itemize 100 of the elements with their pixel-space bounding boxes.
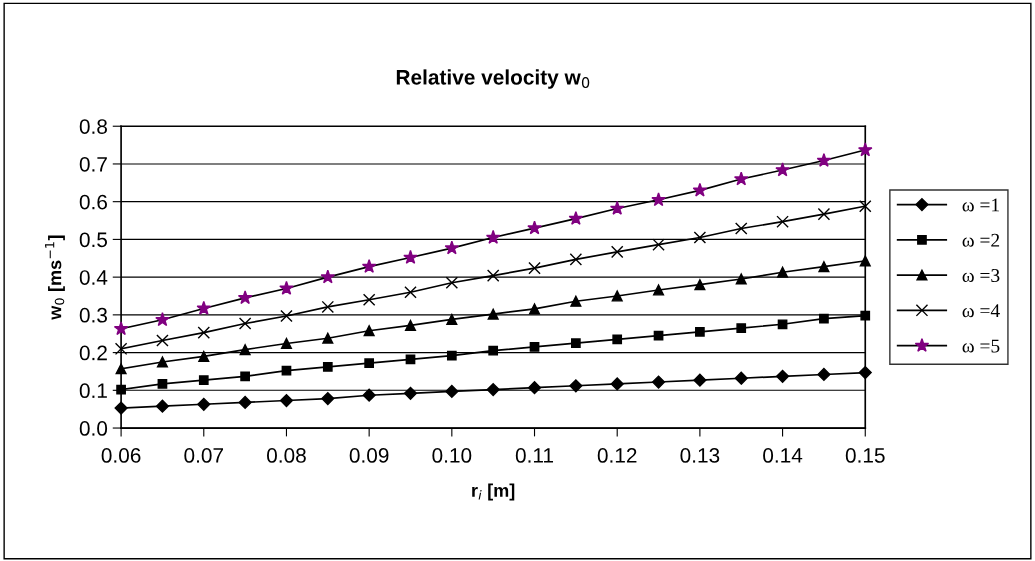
point [527,381,542,395]
x-tick-label: 0.13 [680,448,720,463]
point [322,362,333,372]
point [196,300,212,315]
point [279,393,294,408]
point [445,384,459,399]
point [527,220,542,235]
point [404,285,417,299]
y-tick-label: 0.0 [79,421,108,436]
point [157,379,168,389]
point [486,382,500,397]
point [364,358,375,369]
point [609,200,625,215]
x-tick-label: 0.07 [184,448,224,463]
x-tick-label: 0.06 [101,448,141,463]
point [240,371,250,382]
point [113,321,129,336]
point [652,238,665,251]
y-tick-label: 0.4 [79,270,108,285]
point [361,258,377,273]
point [569,379,583,393]
x-tick-label: 0.15 [845,448,885,463]
point [569,253,583,266]
point [238,317,252,330]
point [775,369,790,383]
point [363,325,375,337]
point [734,371,748,385]
point [322,332,334,344]
point [652,284,665,296]
x-tick-label: 0.10 [432,448,472,463]
point [651,375,666,389]
point [444,240,460,255]
point [860,310,871,321]
point [568,211,584,225]
point [279,280,294,295]
point [736,323,747,333]
point [528,261,541,275]
point [857,142,873,157]
point [777,319,788,330]
point [362,388,376,402]
point [694,279,706,291]
y-tick-label: 0.6 [79,194,107,210]
point [571,338,581,349]
point [321,300,335,314]
point [777,266,789,278]
point [156,356,168,368]
legend-label: ω =5 [962,339,1000,353]
point [693,373,707,387]
point [816,152,832,167]
point [487,308,499,320]
legend-label: ω =4 [962,304,1000,318]
point [859,255,871,267]
point [280,309,293,323]
point [237,290,253,305]
point [858,365,872,380]
point [610,377,624,391]
point [734,222,748,235]
point [281,365,292,376]
point [362,293,376,307]
legend-label: ω =2 [962,233,1000,247]
legend-label: ω =1 [962,198,999,212]
point [488,345,499,356]
legend-label: ω =3 [962,268,1000,283]
point [735,273,747,285]
point [528,303,541,315]
y-tick-label: 0.1 [79,383,107,399]
point [238,395,252,409]
point [733,171,749,186]
y-tick-label: 0.8 [79,119,107,134]
x-tick-label: 0.11 [515,448,554,463]
x-tick-label: 0.14 [763,448,803,463]
point [404,319,417,331]
chart-title: Relative velocity w$_{0}$ [396,69,590,89]
y-tick-label: 0.3 [79,307,107,323]
point [859,199,872,213]
point [198,350,210,362]
point [156,334,169,347]
point [817,207,831,221]
point [775,162,790,177]
point [116,384,126,395]
y-axis-title: w$_{0}$ [ms$^{−1}$] [45,235,65,320]
point [570,295,582,307]
point [612,334,623,345]
point [403,249,418,264]
point [114,401,128,415]
y-tick-label: 0.2 [79,345,107,361]
point [155,312,170,327]
point [693,231,707,244]
x-tick-label: 0.09 [349,448,389,463]
y-tick-label: 0.7 [79,156,107,172]
point [651,192,666,207]
point [486,269,500,282]
point [197,326,211,339]
point [155,399,170,413]
point [610,245,624,259]
point [239,344,251,356]
point [403,386,418,400]
point [197,397,211,411]
y-tick-label: 0.5 [79,232,108,248]
point [115,363,127,375]
